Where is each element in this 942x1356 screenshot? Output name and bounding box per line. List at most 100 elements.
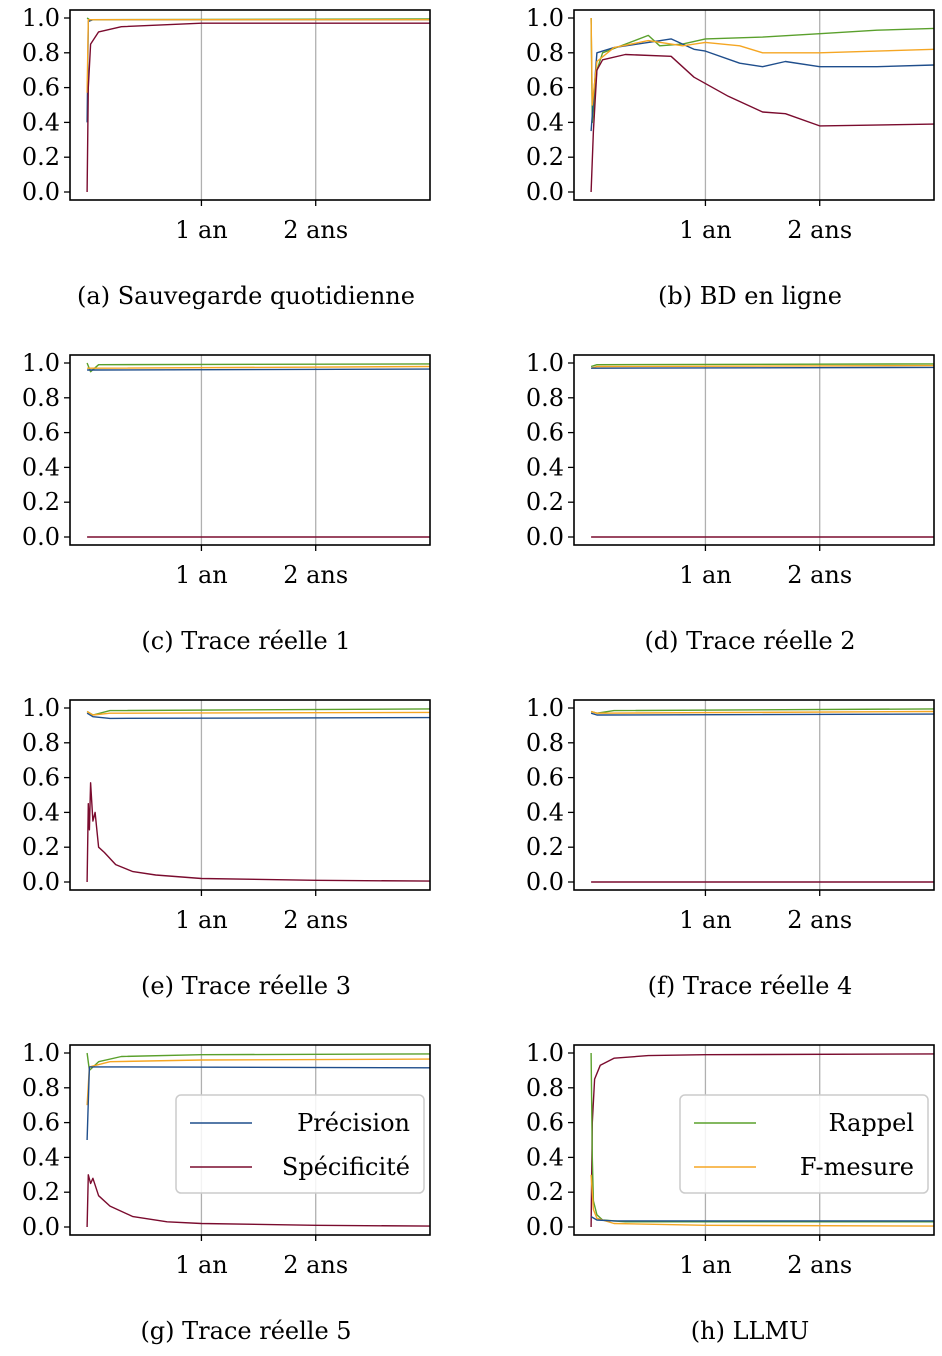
y-tick-label: 0.6: [22, 1109, 60, 1137]
subfigure-caption: (d) Trace réelle 2: [644, 627, 855, 655]
y-tick-label: 0.6: [22, 74, 60, 102]
series-line-precision: [86, 1066, 431, 1141]
series-line-specificity: [590, 53, 935, 193]
plot-frame: [69, 699, 431, 891]
series-line-recall: [590, 17, 935, 124]
chart-panel-3: 0.0 0.2 0.4 0.6 0.8 1.0 1 an 2 ans (c) Trace rée…: [22, 349, 431, 655]
x-tick-label: 1 an: [679, 216, 732, 244]
chart-panel-7: 0.0 0.2 0.4 0.6 0.8 1.0 1 an 2 ans (g) Trace rée…: [22, 1039, 431, 1345]
y-tick-label: 0.4: [22, 798, 60, 826]
x-tick-label: 2 ans: [787, 216, 852, 244]
y-tick-label: 0.8: [22, 1074, 60, 1102]
series-line-fmeasure: [590, 17, 935, 106]
y-tick-label: 0.8: [526, 1074, 564, 1102]
x-tick-label: 2 ans: [787, 906, 852, 934]
series-line-specificity: [590, 1053, 935, 1228]
y-tick-label: 0.4: [526, 453, 564, 481]
y-tick-label: 0.2: [22, 833, 60, 861]
y-tick-label: 0.8: [526, 39, 564, 67]
series-line-fmeasure: [86, 19, 430, 93]
legend-box: [175, 1094, 425, 1194]
y-tick-label: 0.6: [526, 764, 564, 792]
y-tick-label: 0.6: [22, 764, 60, 792]
x-tick-label: 1 an: [679, 1251, 732, 1279]
y-tick-label: 0.4: [22, 108, 60, 136]
chart-panel-6: 0.0 0.2 0.4 0.6 0.8 1.0 1 an 2 ans (f) Trace rée…: [526, 694, 935, 1000]
y-tick-label: 0.6: [22, 419, 60, 447]
y-tick-label: 0.0: [526, 868, 564, 896]
chart-panel-1: 0.0 0.2 0.4 0.6 0.8 1.0 1 an 2 ans (a) Sauvegard…: [22, 4, 431, 310]
plot-frame: [69, 354, 431, 546]
subfigure-caption: (c) Trace réelle 1: [141, 627, 350, 655]
y-tick-label: 1.0: [526, 1039, 564, 1067]
y-tick-label: 0.8: [526, 729, 564, 757]
series-line-precision: [86, 19, 430, 123]
subfigure-caption: (h) LLMU: [691, 1317, 810, 1345]
x-tick-label: 1 an: [679, 561, 732, 589]
chart-panel-2: 0.0 0.2 0.4 0.6 0.8 1.0 1 an 2 ans (b) BD en lig…: [526, 4, 935, 310]
y-tick-label: 0.2: [22, 143, 60, 171]
chart-panel-4: 0.0 0.2 0.4 0.6 0.8 1.0 1 an 2 ans (d) Trace rée…: [526, 349, 935, 655]
y-tick-label: 0.2: [22, 488, 60, 516]
y-tick-label: 0.6: [526, 1109, 564, 1137]
y-tick-label: 1.0: [22, 4, 60, 32]
plot-frame: [573, 1044, 935, 1236]
series-line-precision: [86, 712, 431, 720]
plot-frame: [69, 9, 431, 201]
plot-frame: [69, 1044, 431, 1236]
y-tick-label: 0.2: [526, 143, 564, 171]
x-tick-label: 2 ans: [283, 216, 348, 244]
y-tick-label: 0.8: [22, 39, 60, 67]
y-tick-label: 1.0: [22, 1039, 60, 1067]
x-tick-label: 1 an: [175, 1251, 228, 1279]
series-line-fmeasure: [86, 710, 431, 716]
legend-box: [679, 1094, 929, 1194]
y-tick-label: 1.0: [22, 694, 60, 722]
y-tick-label: 0.6: [526, 419, 564, 447]
y-tick-label: 1.0: [526, 694, 564, 722]
y-tick-label: 0.0: [526, 523, 564, 551]
subfigure-caption: (e) Trace réelle 3: [141, 972, 351, 1000]
y-tick-label: 0.8: [22, 384, 60, 412]
x-tick-label: 2 ans: [283, 1251, 348, 1279]
series-line-fmeasure: [590, 710, 935, 714]
x-tick-label: 1 an: [175, 216, 228, 244]
y-tick-label: 0.4: [22, 1143, 60, 1171]
legend-label-fmeasure: F-mesure: [800, 1153, 914, 1181]
series-line-precision: [590, 1215, 934, 1222]
legend-label-recall: Rappel: [828, 1109, 914, 1137]
plot-frame: [573, 9, 935, 201]
y-tick-label: 0.4: [22, 453, 60, 481]
subfigure-caption: (g) Trace réelle 5: [140, 1317, 351, 1345]
y-tick-label: 0.8: [22, 729, 60, 757]
x-tick-label: 1 an: [175, 561, 228, 589]
y-tick-label: 0.2: [526, 833, 564, 861]
y-tick-label: 0.2: [526, 1178, 564, 1206]
x-tick-label: 2 ans: [787, 1251, 852, 1279]
y-tick-label: 0.2: [526, 488, 564, 516]
y-tick-label: 1.0: [526, 349, 564, 377]
series-line-fmeasure: [87, 365, 431, 369]
series-line-precision: [87, 368, 431, 371]
chart-panel-8: 0.0 0.2 0.4 0.6 0.8 1.0 1 an 2 ans (h) LLMU Rappe…: [526, 1039, 935, 1345]
y-tick-label: 0.2: [22, 1178, 60, 1206]
y-tick-label: 1.0: [526, 4, 564, 32]
legend-label-specificity: Spécificité: [282, 1153, 410, 1181]
subfigure-caption: (b) BD en ligne: [658, 282, 842, 310]
y-tick-label: 0.0: [22, 868, 60, 896]
series-line-specificity: [86, 1174, 431, 1228]
y-tick-label: 0.0: [22, 178, 60, 206]
legend-label-precision: Précision: [297, 1109, 410, 1137]
x-tick-label: 2 ans: [787, 561, 852, 589]
y-tick-label: 0.6: [526, 74, 564, 102]
series-line-specificity: [86, 22, 430, 193]
plot-frame: [573, 699, 935, 891]
chart-panel-5: 0.0 0.2 0.4 0.6 0.8 1.0 1 an 2 ans (e) Trace rée…: [22, 694, 431, 1000]
y-tick-label: 0.0: [526, 178, 564, 206]
x-tick-label: 2 ans: [283, 561, 348, 589]
y-tick-label: 0.4: [526, 108, 564, 136]
y-tick-label: 0.4: [526, 798, 564, 826]
plot-frame: [573, 354, 935, 546]
x-tick-label: 1 an: [175, 906, 228, 934]
